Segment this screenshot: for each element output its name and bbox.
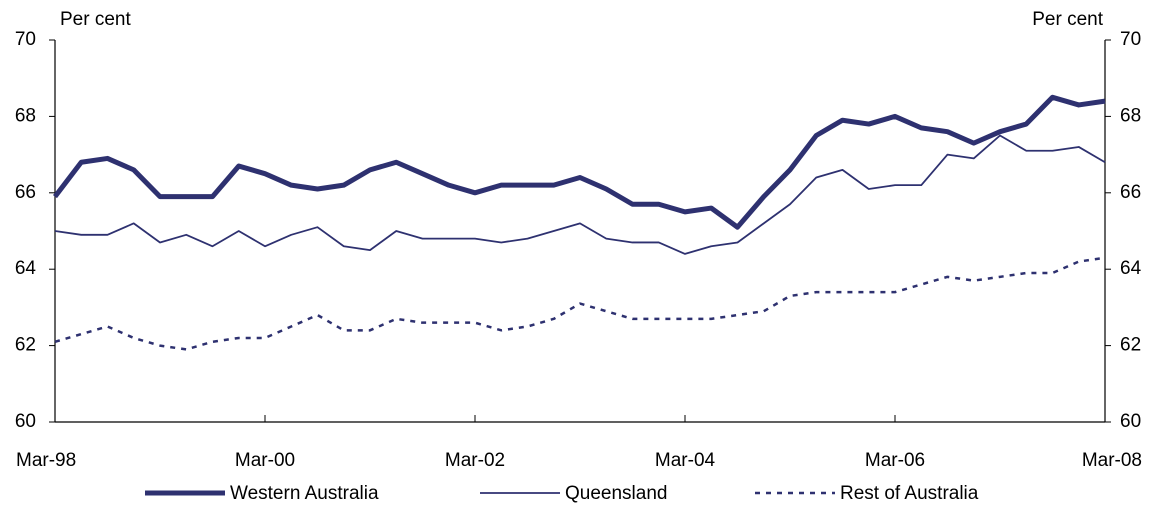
- series-line: [54, 134, 1106, 255]
- y-tick-label: 68: [15, 105, 36, 126]
- y-axis-label: Per cent: [60, 9, 131, 30]
- x-tick-label: Mar-02: [445, 450, 505, 471]
- y2-tick-label: 64: [1120, 258, 1142, 279]
- y2-axis-label: Per cent: [1032, 9, 1103, 30]
- legend-label: Western Australia: [230, 483, 379, 504]
- x-tick-label: Mar-98: [16, 450, 76, 471]
- y2-tick-label: 70: [1120, 29, 1141, 50]
- y2-tick-label: 66: [1120, 182, 1141, 203]
- y-tick-label: 64: [15, 258, 37, 279]
- x-tick-label: Mar-04: [655, 450, 716, 471]
- y2-tick-label: 68: [1120, 105, 1141, 126]
- legend-label: Queensland: [565, 483, 667, 504]
- y-tick-label: 66: [15, 182, 36, 203]
- x-tick-label: Mar-00: [235, 450, 295, 471]
- y2-tick-label: 60: [1120, 411, 1141, 432]
- y-tick-label: 70: [15, 29, 36, 50]
- series-line: [53, 94, 1106, 230]
- legend-label: Rest of Australia: [840, 483, 979, 504]
- series-line: [54, 256, 1106, 351]
- y2-tick-label: 62: [1120, 335, 1141, 356]
- y-tick-label: 60: [15, 411, 36, 432]
- y-tick-label: 62: [15, 335, 36, 356]
- x-tick-label: Mar-08: [1082, 450, 1142, 471]
- x-tick-label: Mar-06: [865, 450, 925, 471]
